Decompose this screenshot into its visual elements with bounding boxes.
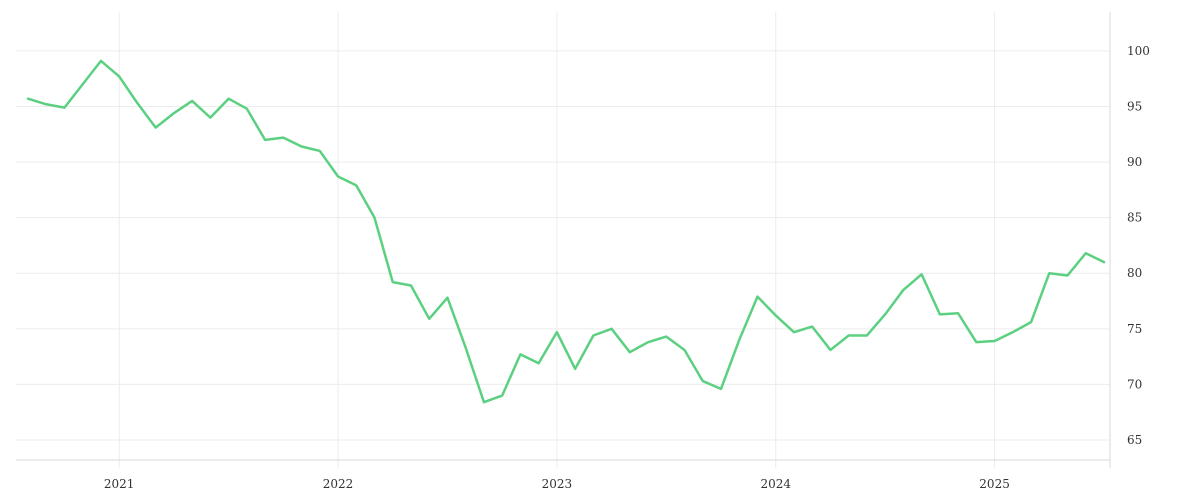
y-tick-label: 65 <box>1127 433 1142 447</box>
x-tick-label: 2025 <box>979 477 1010 491</box>
series-line <box>26 59 1106 404</box>
y-tick-label: 95 <box>1127 99 1142 113</box>
x-tick-label: 2021 <box>104 477 135 491</box>
y-tick-label: 90 <box>1127 155 1142 169</box>
y-tick-label: 70 <box>1127 377 1142 391</box>
x-axis-ticks: 2021 2022 2023 2024 2025 <box>104 477 1010 491</box>
y-tick-label: 85 <box>1127 211 1142 225</box>
y-axis-ticks: 65 70 75 80 85 90 95 100 <box>1127 44 1150 447</box>
series-group <box>26 59 1106 404</box>
x-gridlines <box>118 12 996 468</box>
y-tick-label: 75 <box>1127 322 1142 336</box>
x-tick-label: 2024 <box>760 477 791 491</box>
x-tick-label: 2022 <box>323 477 354 491</box>
x-tick-label: 2023 <box>542 477 573 491</box>
y-tick-label: 100 <box>1127 44 1150 58</box>
y-tick-label: 80 <box>1127 266 1142 280</box>
